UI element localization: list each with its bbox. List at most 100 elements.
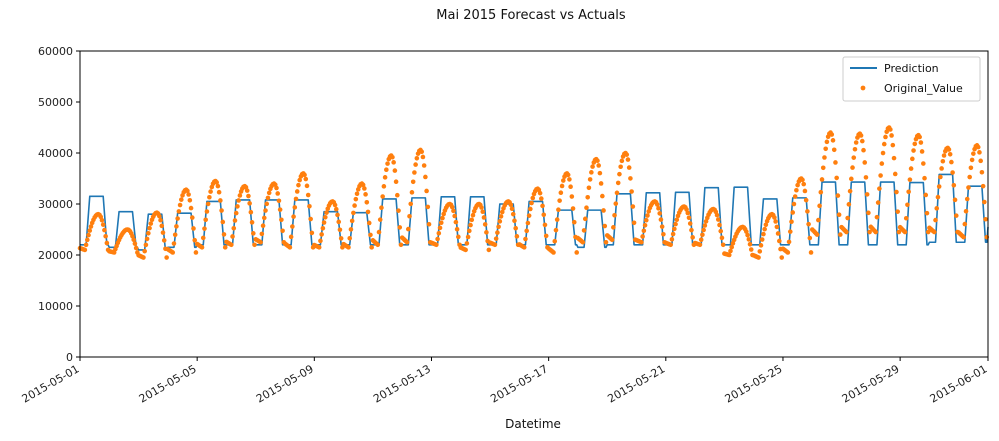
original-value-point bbox=[366, 220, 372, 226]
original-value-point bbox=[335, 212, 340, 218]
original-value-point bbox=[867, 229, 872, 235]
original-value-point bbox=[763, 222, 769, 228]
original-value-point bbox=[391, 160, 396, 165]
original-value-point bbox=[390, 154, 395, 160]
x-tick-label: 2015-05-09 bbox=[254, 362, 316, 405]
original-value-point bbox=[142, 248, 147, 254]
original-value-point bbox=[146, 230, 151, 236]
original-value-point bbox=[336, 219, 342, 225]
original-value-point bbox=[186, 192, 191, 197]
x-tick-label: 2015-05-01 bbox=[20, 362, 82, 405]
original-value-point bbox=[656, 206, 661, 211]
original-value-point bbox=[288, 234, 294, 240]
original-value-point bbox=[291, 214, 296, 219]
original-value-point bbox=[879, 161, 885, 166]
original-value-point bbox=[773, 219, 778, 224]
x-tick-label: 2015-05-13 bbox=[371, 362, 433, 405]
original-value-point bbox=[659, 224, 665, 229]
original-value-point bbox=[404, 239, 410, 245]
y-tick-label: 0 bbox=[66, 351, 73, 364]
original-value-point bbox=[582, 216, 588, 222]
original-value-point bbox=[99, 217, 105, 223]
original-value-point bbox=[925, 229, 931, 235]
plot-area bbox=[77, 50, 990, 358]
original-value-point bbox=[200, 235, 206, 241]
original-value-point bbox=[191, 226, 196, 231]
original-value-point bbox=[895, 209, 900, 214]
original-value-point bbox=[787, 229, 793, 234]
original-value-point bbox=[333, 206, 339, 212]
original-value-point bbox=[923, 192, 929, 198]
original-value-point bbox=[207, 194, 212, 200]
original-value-point bbox=[689, 227, 694, 233]
original-value-point bbox=[907, 177, 913, 182]
original-value-point bbox=[964, 196, 970, 202]
original-value-point bbox=[618, 164, 623, 170]
original-value-point bbox=[687, 221, 693, 226]
original-value-point bbox=[902, 229, 908, 235]
original-value-point bbox=[540, 203, 545, 209]
original-value-point bbox=[551, 250, 556, 255]
original-value-point bbox=[569, 194, 575, 199]
legend-box bbox=[842, 56, 981, 102]
original-value-point bbox=[480, 209, 486, 215]
original-value-point bbox=[560, 178, 566, 183]
original-value-point bbox=[497, 219, 503, 224]
original-value-point bbox=[968, 165, 974, 171]
original-value-point bbox=[932, 229, 937, 235]
original-value-point bbox=[514, 234, 520, 239]
original-value-point bbox=[512, 218, 517, 224]
original-value-point bbox=[596, 163, 601, 168]
original-value-point bbox=[438, 220, 444, 226]
original-value-point bbox=[940, 158, 946, 164]
original-value-point bbox=[559, 183, 565, 189]
original-value-point bbox=[729, 244, 735, 250]
original-value-point bbox=[508, 202, 514, 208]
original-value-point bbox=[237, 193, 243, 198]
x-tick-label: 2015-05-17 bbox=[488, 362, 550, 405]
original-value-point bbox=[961, 234, 966, 240]
legend: Prediction Original_Value bbox=[842, 56, 981, 102]
original-value-point bbox=[774, 224, 780, 230]
original-value-point bbox=[453, 219, 459, 225]
original-value-point bbox=[789, 219, 794, 225]
original-value-point bbox=[414, 155, 420, 161]
original-value-point bbox=[673, 221, 678, 227]
original-value-point bbox=[571, 219, 577, 225]
original-value-point bbox=[251, 231, 256, 236]
original-value-point bbox=[526, 213, 532, 218]
original-value-point bbox=[912, 141, 918, 147]
original-value-point bbox=[360, 182, 366, 188]
original-value-point bbox=[922, 175, 927, 181]
original-value-point bbox=[346, 245, 351, 250]
original-value-point bbox=[279, 217, 284, 223]
original-value-point bbox=[410, 179, 416, 185]
original-value-point bbox=[392, 168, 398, 173]
original-value-point bbox=[589, 170, 594, 175]
original-value-point bbox=[379, 205, 384, 211]
original-value-point bbox=[141, 255, 146, 260]
original-value-point bbox=[290, 224, 295, 229]
original-value-point bbox=[690, 235, 695, 240]
original-value-point bbox=[205, 201, 211, 207]
original-value-point bbox=[353, 196, 359, 202]
original-value-point bbox=[641, 228, 647, 234]
original-value-point bbox=[287, 245, 293, 250]
original-value-point bbox=[595, 158, 600, 164]
original-value-point bbox=[951, 183, 957, 188]
original-value-point bbox=[321, 220, 327, 225]
original-value-point bbox=[889, 133, 894, 138]
original-value-point bbox=[556, 207, 561, 213]
original-value-point bbox=[274, 185, 279, 191]
original-value-point bbox=[216, 189, 222, 195]
original-value-point bbox=[946, 147, 952, 152]
original-value-point bbox=[308, 216, 313, 222]
original-value-point bbox=[175, 216, 180, 221]
x-tick-label: 2015-06-01 bbox=[928, 362, 990, 405]
original-value-point bbox=[908, 166, 914, 171]
x-tick-label: 2015-05-21 bbox=[605, 362, 667, 405]
original-value-point bbox=[171, 241, 177, 246]
original-value-point bbox=[858, 133, 864, 138]
original-value-point bbox=[133, 245, 139, 251]
original-value-point bbox=[160, 230, 166, 235]
